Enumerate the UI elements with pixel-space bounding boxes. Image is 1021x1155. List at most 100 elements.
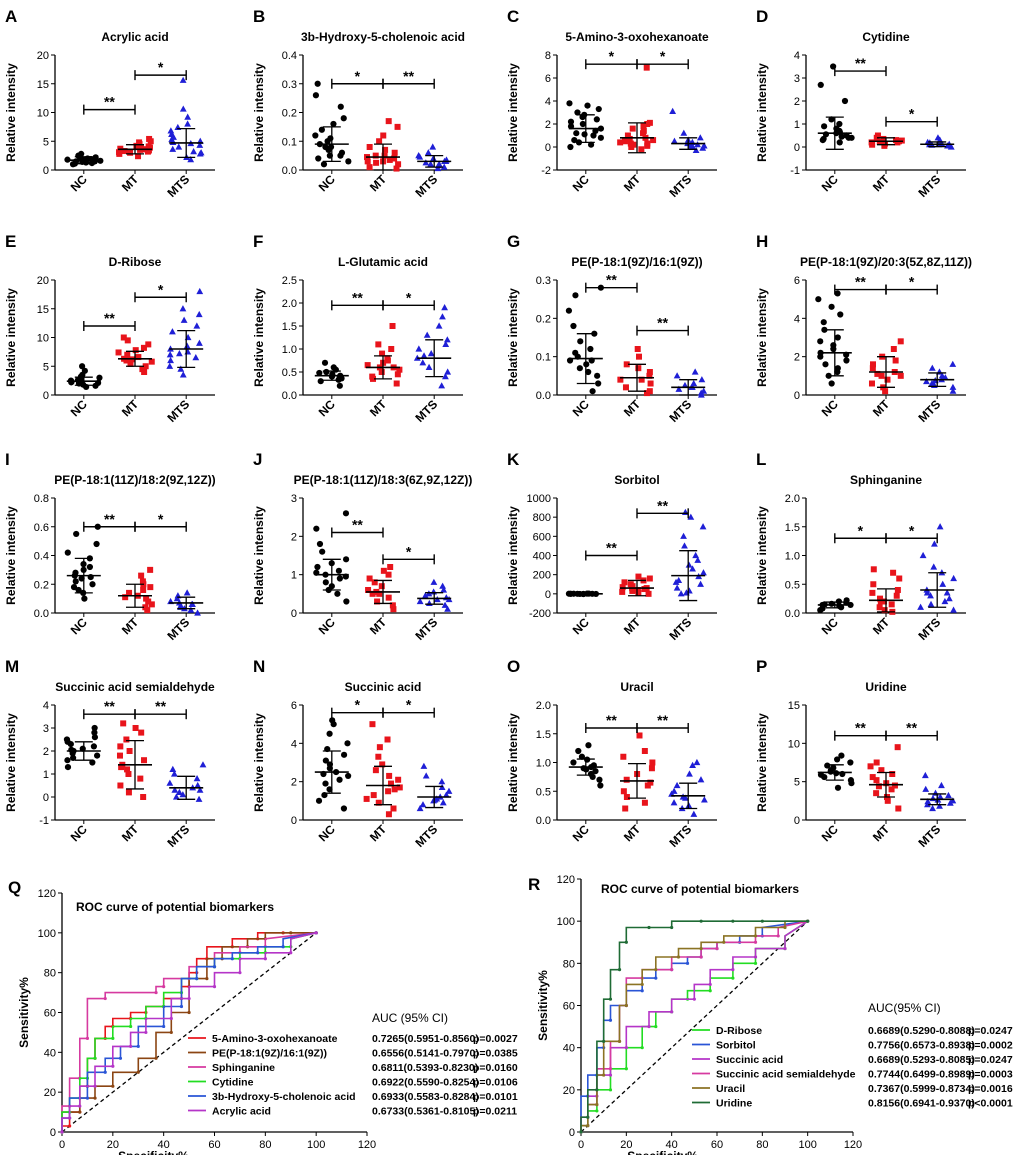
x-tick-label: 120	[358, 1139, 376, 1151]
data-point-nc	[326, 786, 333, 793]
y-tick-label: 0	[545, 142, 551, 154]
data-point-nc	[847, 759, 854, 766]
panel-title: PE(P-18:1(11Z)/18:3(6Z,9Z,12Z))	[294, 473, 473, 487]
x-tick-label: MTS	[165, 822, 193, 850]
data-point-mt	[624, 132, 631, 139]
roc-point	[586, 1124, 590, 1128]
data-point-mts	[700, 796, 708, 803]
data-point-mt	[389, 323, 396, 329]
data-point-mt	[370, 792, 377, 799]
roc-point	[144, 1030, 148, 1035]
data-point-mt	[140, 794, 147, 800]
y-tick-label: 2	[794, 352, 800, 364]
data-point-mts	[931, 540, 938, 547]
data-point-mts	[420, 762, 428, 769]
data-point-nc	[841, 97, 849, 105]
data-point-mts	[444, 368, 452, 375]
panel-letter: Q	[8, 878, 21, 897]
x-tick-label: 100	[307, 1139, 325, 1151]
data-point-nc	[836, 139, 843, 146]
data-point-nc	[336, 575, 343, 582]
roc-point	[608, 1018, 613, 1022]
data-point-nc	[824, 762, 831, 769]
data-point-mts	[442, 340, 450, 347]
data-point-mt	[878, 372, 885, 379]
data-point-mts	[936, 802, 943, 809]
data-point-mt	[148, 601, 155, 608]
significance-label: *	[660, 48, 666, 64]
data-point-mts	[171, 786, 179, 793]
x-tick-label: NC	[819, 615, 841, 637]
data-point-mts	[196, 141, 204, 148]
panel-q: Q ROC curve of potential biomarkers 0 20 40 6…	[8, 878, 518, 1155]
roc-point	[93, 1084, 97, 1088]
data-point-mt	[376, 590, 383, 597]
data-point-mt	[139, 366, 146, 373]
data-point-mts	[415, 345, 423, 352]
data-point-nc	[566, 100, 573, 107]
data-point-nc	[597, 134, 604, 141]
data-point-nc	[597, 782, 604, 789]
data-point-nc	[330, 120, 337, 128]
x-tick-label: MTS	[413, 822, 441, 850]
data-point-mt	[365, 587, 372, 593]
y-tick-label: 0	[569, 1127, 575, 1139]
x-tick-label: MTS	[916, 822, 944, 850]
data-point-mt	[390, 805, 397, 812]
data-point-mt	[646, 369, 653, 375]
data-point-mts	[689, 565, 696, 572]
data-point-mts	[187, 156, 195, 163]
data-point-mts	[950, 574, 958, 582]
y-tick-label: 0.5	[785, 579, 800, 591]
roc-point	[806, 919, 810, 923]
data-point-mt	[374, 598, 381, 605]
x-tick-label: MT	[870, 172, 893, 195]
y-tick-label: 5	[43, 361, 49, 373]
data-point-mts	[680, 129, 688, 136]
y-tick-label: 60	[44, 1008, 56, 1020]
data-point-nc	[322, 757, 329, 764]
roc-point	[136, 1044, 140, 1048]
data-point-mt	[386, 156, 393, 163]
y-tick-label: 0.0	[282, 165, 297, 177]
data-point-mt	[116, 149, 123, 156]
roc-point	[624, 1046, 628, 1050]
y-tick-label: 0.1	[282, 136, 297, 148]
p-value: p=0.0247	[968, 1054, 1013, 1066]
roc-point	[708, 982, 712, 987]
data-point-mts	[419, 801, 427, 808]
data-point-mts	[184, 120, 192, 127]
data-point-mt	[124, 337, 131, 344]
panel-title: PE(P-18:1(9Z)/16:1(9Z))	[571, 255, 702, 269]
data-point-mts	[917, 603, 924, 610]
data-point-nc	[326, 730, 333, 737]
data-point-mt	[635, 353, 642, 360]
data-point-nc	[340, 805, 348, 812]
data-point-mt	[619, 588, 626, 595]
y-tick-label: 20	[563, 1085, 575, 1097]
data-point-nc	[574, 109, 581, 116]
data-point-mt	[135, 153, 142, 160]
roc-point	[289, 931, 293, 935]
data-point-mts	[677, 590, 685, 597]
panel-n: N Succinic acid 0 2 4 6 Relative intensity NC MT…	[252, 657, 463, 850]
y-tick-label: 120	[557, 874, 575, 886]
y-tick-label: 120	[38, 888, 56, 900]
data-point-mt	[146, 135, 153, 142]
data-point-nc	[845, 134, 852, 141]
significance-label: **	[104, 511, 115, 527]
y-axis-label: Relative intensity	[4, 63, 18, 162]
significance-label: **	[606, 712, 617, 728]
data-point-mts	[176, 350, 183, 357]
y-axis-label: Sensitivity%	[17, 977, 31, 1048]
data-point-mt	[869, 365, 876, 372]
data-point-nc	[336, 373, 343, 380]
y-tick-label: 4	[794, 313, 800, 325]
data-point-mt	[894, 744, 901, 751]
x-tick-label: 20	[107, 1139, 119, 1151]
roc-point	[162, 1024, 166, 1029]
roc-point	[595, 1109, 599, 1113]
data-point-mts	[697, 776, 705, 783]
data-point-mt	[143, 595, 150, 602]
x-axis-label: Specificity%	[627, 1149, 698, 1155]
